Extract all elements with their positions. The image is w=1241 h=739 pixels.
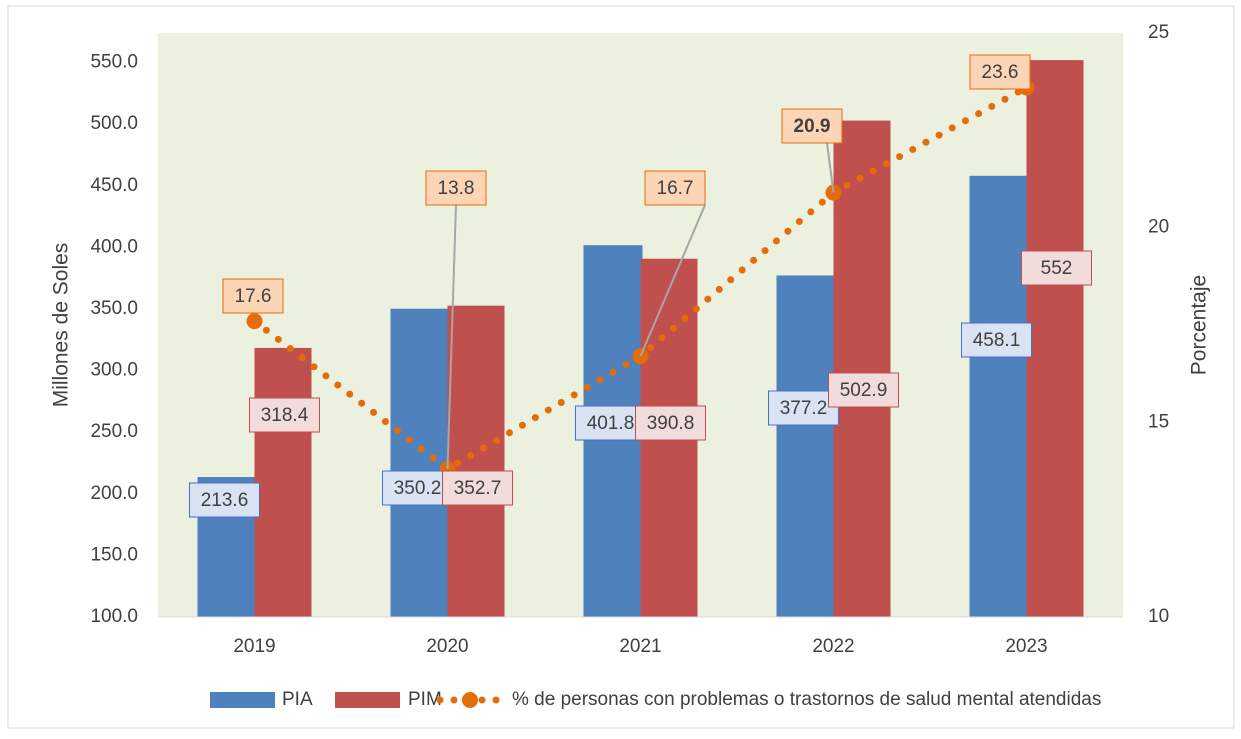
data-label-box [635,405,706,441]
x-tick-label: 2020 [426,636,468,657]
y-tick-label: 300.0 [90,360,138,381]
y-tick-label: 250.0 [90,421,138,442]
data-label: 16.7 [657,178,694,199]
x-tick-label: 2022 [812,636,854,657]
x-tick-label: 2023 [1005,636,1047,657]
bar [833,120,891,617]
data-label-box [781,108,843,144]
data-label-box [644,170,706,206]
data-label-box [961,322,1032,358]
data-label-box [222,278,284,314]
bar [969,175,1029,617]
data-label-box [1021,250,1092,286]
legend-label: % de personas con problemas o trastornos… [512,689,1101,710]
y-tick-label: 500.0 [90,113,138,134]
y2-tick-label: 20 [1148,217,1169,238]
y-tick-label: 400.0 [90,236,138,257]
x-tick-label: 2021 [619,636,661,657]
bar [390,308,450,617]
data-label: 350.2 [394,478,442,499]
y2-tick-label: 15 [1148,411,1169,432]
data-label: 352.7 [454,478,502,499]
y-axis-title: Millones de Soles [50,243,73,408]
legend-label: PIM [408,689,442,710]
data-label: 23.6 [982,62,1019,83]
data-label: 20.9 [794,116,831,137]
data-label: 458.1 [973,330,1021,351]
data-label-box [425,170,487,206]
legend-swatch [335,692,400,708]
data-label: 377.2 [780,398,828,419]
legend-swatch [462,692,478,708]
y-tick-label: 450.0 [90,175,138,196]
legend-label: PIA [282,689,313,710]
data-label-box [768,390,839,426]
y-tick-label: 350.0 [90,298,138,319]
data-label: 213.6 [201,490,249,511]
leader-line [826,142,835,193]
data-label-box [442,470,513,506]
bar [254,347,312,617]
leader-line [446,204,457,470]
data-label: 318.4 [261,405,309,426]
data-label: 502.9 [840,380,888,401]
bar [776,275,836,617]
line-marker [246,313,263,330]
data-label-box [575,405,646,441]
x-tick-label: 2019 [233,636,275,657]
data-label: 390.8 [647,413,695,434]
data-label: 13.8 [438,178,475,199]
data-label-box [828,372,899,408]
data-label-box [189,482,260,518]
legend-swatch [210,692,275,708]
data-label-box [382,470,453,506]
leader-line [639,204,706,357]
bar [1026,60,1084,618]
y-tick-label: 150.0 [90,544,138,565]
y-tick-label: 200.0 [90,483,138,504]
data-label: 401.8 [587,413,635,434]
y2-tick-label: 25 [1148,22,1169,43]
data-label: 17.6 [235,286,272,307]
y2-axis-title: Porcentaje [1188,275,1211,375]
y2-tick-label: 10 [1148,606,1169,627]
data-label: 552 [1041,258,1073,279]
data-label-box [969,54,1031,90]
y-tick-label: 100.0 [90,606,138,627]
data-label-box [249,397,320,433]
y-tick-label: 550.0 [90,52,138,73]
